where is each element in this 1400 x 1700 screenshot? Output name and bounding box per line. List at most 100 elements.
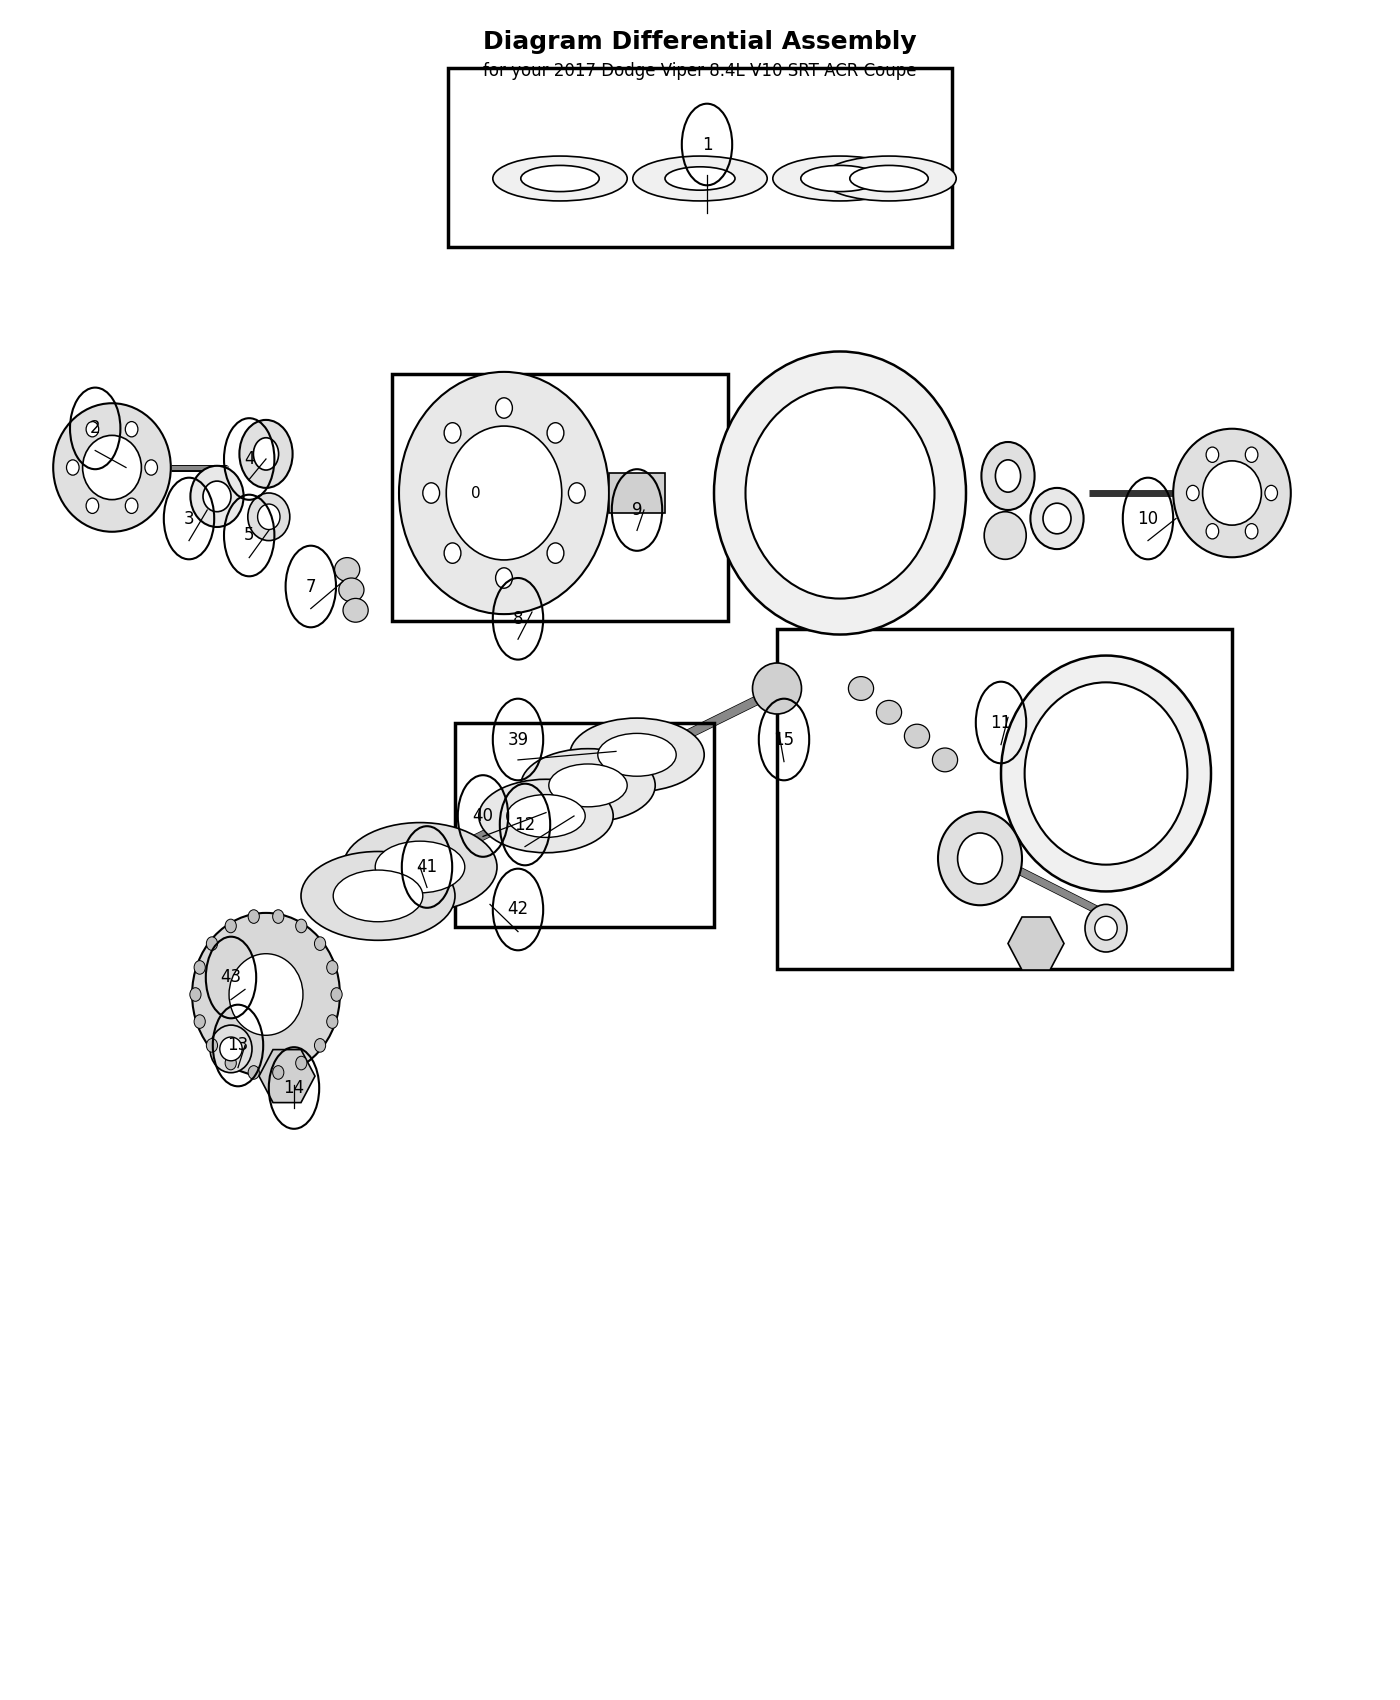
- Ellipse shape: [665, 167, 735, 190]
- Ellipse shape: [67, 459, 80, 476]
- Ellipse shape: [206, 1039, 217, 1052]
- Ellipse shape: [1001, 656, 1211, 891]
- Ellipse shape: [225, 920, 237, 933]
- Text: for your 2017 Dodge Viper 8.4L V10 SRT ACR Coupe: for your 2017 Dodge Viper 8.4L V10 SRT A…: [483, 63, 917, 80]
- Ellipse shape: [773, 156, 907, 201]
- Ellipse shape: [745, 388, 935, 598]
- Text: 1: 1: [701, 136, 713, 153]
- Text: 12: 12: [514, 816, 536, 833]
- Ellipse shape: [83, 435, 141, 500]
- Ellipse shape: [1246, 524, 1259, 539]
- Ellipse shape: [339, 578, 364, 602]
- Ellipse shape: [210, 1025, 252, 1073]
- Ellipse shape: [981, 442, 1035, 510]
- Text: 8: 8: [512, 610, 524, 627]
- Text: 9: 9: [631, 502, 643, 518]
- Text: 2: 2: [90, 420, 101, 437]
- Ellipse shape: [330, 988, 342, 1001]
- Ellipse shape: [248, 1066, 259, 1080]
- Ellipse shape: [423, 483, 440, 503]
- Ellipse shape: [126, 498, 137, 513]
- Ellipse shape: [220, 1037, 242, 1061]
- Ellipse shape: [876, 700, 902, 724]
- Text: 11: 11: [990, 714, 1012, 731]
- Ellipse shape: [253, 439, 279, 471]
- Ellipse shape: [248, 493, 290, 541]
- Ellipse shape: [507, 794, 585, 838]
- Ellipse shape: [225, 1056, 237, 1069]
- Ellipse shape: [248, 910, 259, 923]
- Ellipse shape: [190, 988, 202, 1001]
- Ellipse shape: [273, 1066, 284, 1080]
- Ellipse shape: [1207, 447, 1218, 462]
- Ellipse shape: [315, 937, 326, 950]
- Text: 0: 0: [472, 486, 480, 500]
- Ellipse shape: [493, 156, 627, 201]
- Ellipse shape: [848, 677, 874, 700]
- Ellipse shape: [87, 498, 98, 513]
- Ellipse shape: [1187, 486, 1198, 501]
- Ellipse shape: [932, 748, 958, 772]
- Ellipse shape: [315, 1039, 326, 1052]
- Ellipse shape: [479, 779, 613, 853]
- Ellipse shape: [126, 422, 137, 437]
- Ellipse shape: [1095, 916, 1117, 940]
- Ellipse shape: [568, 483, 585, 503]
- Ellipse shape: [273, 910, 284, 923]
- Ellipse shape: [375, 842, 465, 892]
- Ellipse shape: [598, 733, 676, 777]
- Ellipse shape: [1043, 503, 1071, 534]
- Ellipse shape: [570, 717, 704, 792]
- FancyBboxPatch shape: [609, 473, 665, 513]
- Ellipse shape: [343, 598, 368, 622]
- Ellipse shape: [1203, 461, 1261, 525]
- Ellipse shape: [984, 512, 1026, 559]
- Ellipse shape: [203, 481, 231, 512]
- Text: 42: 42: [507, 901, 529, 918]
- Ellipse shape: [335, 558, 360, 581]
- Polygon shape: [1008, 916, 1064, 971]
- Text: 41: 41: [416, 858, 438, 876]
- Ellipse shape: [326, 1015, 337, 1028]
- Ellipse shape: [1266, 486, 1277, 501]
- Ellipse shape: [87, 422, 98, 437]
- Ellipse shape: [1030, 488, 1084, 549]
- Text: Diagram Differential Assembly: Diagram Differential Assembly: [483, 31, 917, 54]
- Ellipse shape: [521, 165, 599, 192]
- Ellipse shape: [206, 937, 217, 950]
- Text: 40: 40: [472, 808, 493, 824]
- Text: 39: 39: [507, 731, 529, 748]
- Ellipse shape: [295, 1056, 307, 1069]
- Ellipse shape: [333, 870, 423, 921]
- Ellipse shape: [239, 420, 293, 488]
- Ellipse shape: [938, 813, 1022, 904]
- Ellipse shape: [230, 954, 302, 1035]
- Text: 4: 4: [244, 450, 255, 468]
- Text: 3: 3: [183, 510, 195, 527]
- Ellipse shape: [496, 568, 512, 588]
- Ellipse shape: [447, 427, 561, 559]
- Ellipse shape: [1025, 682, 1187, 865]
- Text: 5: 5: [244, 527, 255, 544]
- Ellipse shape: [904, 724, 930, 748]
- Ellipse shape: [192, 913, 340, 1076]
- Ellipse shape: [343, 823, 497, 911]
- Ellipse shape: [714, 352, 966, 634]
- Ellipse shape: [1207, 524, 1218, 539]
- Ellipse shape: [444, 423, 461, 444]
- Ellipse shape: [1173, 428, 1291, 558]
- Ellipse shape: [399, 372, 609, 614]
- Text: 13: 13: [227, 1037, 249, 1054]
- Ellipse shape: [958, 833, 1002, 884]
- Ellipse shape: [326, 960, 337, 974]
- Ellipse shape: [301, 852, 455, 940]
- Ellipse shape: [53, 403, 171, 532]
- Ellipse shape: [258, 505, 280, 530]
- Ellipse shape: [444, 542, 461, 563]
- Ellipse shape: [1246, 447, 1259, 462]
- Ellipse shape: [753, 663, 802, 714]
- Ellipse shape: [496, 398, 512, 418]
- Ellipse shape: [295, 920, 307, 933]
- Ellipse shape: [1085, 904, 1127, 952]
- Text: 7: 7: [305, 578, 316, 595]
